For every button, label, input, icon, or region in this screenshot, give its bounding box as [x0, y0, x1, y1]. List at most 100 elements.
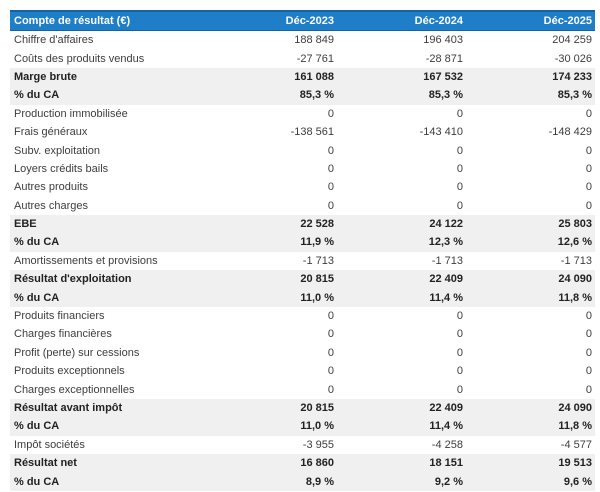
row-label: Résultat avant impôt	[10, 398, 208, 418]
table-row: Chiffre d'affaires 188 849 196 403 204 259	[10, 31, 595, 50]
cell-value: 16 860	[208, 453, 337, 473]
cell-value: 0	[456, 181, 463, 194]
cell-value: 161 088	[208, 67, 337, 87]
cell-value: 0	[585, 310, 592, 323]
cell-value: 0	[456, 346, 463, 359]
table-row: Charges exceptionnelles 0 0 0	[10, 380, 595, 398]
cell-value: 0	[456, 144, 463, 157]
table-row: Résultat net 16 860 18 151 19 513	[10, 453, 595, 473]
cell-value: -143 410	[419, 126, 463, 139]
cell-value: 0	[585, 181, 592, 194]
table-row: Produits financiers 0 0 0	[10, 307, 595, 325]
cell-value: 11,0 %	[208, 417, 337, 436]
cell-value: 0	[327, 144, 334, 157]
cell-value: 24 090	[466, 270, 595, 289]
cell-value: 0	[327, 383, 334, 396]
cell-value: 0	[456, 328, 463, 341]
cell-value: 0	[327, 310, 334, 323]
table-row: % du CA 11,0 % 11,4 % 11,8 %	[10, 288, 595, 307]
table-row: EBE 22 528 24 122 25 803	[10, 214, 595, 234]
table-row: Résultat avant impôt 20 815 22 409 24 090	[10, 398, 595, 418]
cell-value: 24 090	[466, 398, 595, 418]
cell-value: 8,9 %	[208, 472, 337, 491]
row-label: Subv. exploitation	[14, 144, 101, 157]
table-row: % du CA 8,9 % 9,2 % 9,6 %	[10, 472, 595, 491]
cell-value: -28 871	[425, 52, 463, 65]
cell-value: 18 151	[337, 453, 466, 473]
table-row: Impôt sociétés -3 955 -4 258 -4 577	[10, 436, 595, 454]
row-label: Résultat d'exploitation	[10, 270, 208, 289]
row-label: Produits exceptionnels	[14, 365, 125, 378]
cell-value: 0	[456, 365, 463, 378]
table-body: Chiffre d'affaires 188 849 196 403 204 259 C…	[10, 31, 595, 491]
cell-value: 11,8 %	[466, 417, 595, 436]
column-header-year-1: Déc-2023	[208, 10, 337, 31]
cell-value: 25 803	[466, 214, 595, 234]
cell-value: 12,6 %	[466, 233, 595, 252]
table-row: Production immobilisée 0 0 0	[10, 105, 595, 123]
cell-value: 0	[585, 383, 592, 396]
table-row: Coûts des produits vendus -27 761 -28 871 -…	[10, 49, 595, 67]
cell-value: 24 122	[337, 214, 466, 234]
cell-value: -138 561	[290, 126, 334, 139]
cell-value: -1 713	[431, 254, 463, 267]
cell-value: 22 528	[208, 214, 337, 234]
table-row: Amortissements et provisions -1 713 -1 713…	[10, 252, 595, 270]
row-label: Autres charges	[14, 199, 88, 212]
cell-value: 20 815	[208, 398, 337, 418]
cell-value: 0	[585, 144, 592, 157]
cell-value: 9,6 %	[466, 472, 595, 491]
cell-value: 0	[327, 199, 334, 212]
row-label: Profit (perte) sur cessions	[14, 346, 140, 359]
header-row: Compte de résultat (€) Déc-2023 Déc-2024…	[10, 10, 595, 31]
cell-value: 22 409	[337, 398, 466, 418]
row-label: % du CA	[10, 233, 208, 252]
table-row: Charges financières 0 0 0	[10, 325, 595, 343]
row-label: Chiffre d'affaires	[14, 34, 94, 47]
cell-value: 204 259	[552, 34, 592, 47]
cell-value: 0	[327, 365, 334, 378]
cell-value: -3 955	[302, 438, 334, 451]
row-label: Loyers crédits bails	[14, 162, 109, 175]
cell-value: 85,3 %	[208, 86, 337, 105]
row-label: Frais généraux	[14, 126, 88, 139]
cell-value: 0	[327, 328, 334, 341]
table-row: Frais généraux -138 561 -143 410 -148 429	[10, 123, 595, 141]
row-label: % du CA	[10, 417, 208, 436]
cell-value: 20 815	[208, 270, 337, 289]
cell-value: -1 713	[560, 254, 592, 267]
row-label: % du CA	[10, 472, 208, 491]
cell-value: -4 577	[560, 438, 592, 451]
cell-value: 0	[585, 199, 592, 212]
cell-value: 196 403	[423, 34, 463, 47]
column-header-year-2: Déc-2024	[337, 10, 466, 31]
cell-value: 167 532	[337, 67, 466, 87]
cell-value: 0	[456, 199, 463, 212]
cell-value: 11,9 %	[208, 233, 337, 252]
cell-value: 0	[456, 310, 463, 323]
table-row: Autres produits 0 0 0	[10, 178, 595, 196]
cell-value: -148 429	[548, 126, 592, 139]
row-label: Production immobilisée	[14, 107, 128, 120]
table-row: Loyers crédits bails 0 0 0	[10, 160, 595, 178]
table-row: Subv. exploitation 0 0 0	[10, 141, 595, 159]
cell-value: 22 409	[337, 270, 466, 289]
table-row: % du CA 85,3 % 85,3 % 85,3 %	[10, 86, 595, 105]
row-label: Produits financiers	[14, 310, 105, 323]
income-statement-table: Compte de résultat (€) Déc-2023 Déc-2024…	[10, 10, 595, 491]
table-row: Profit (perte) sur cessions 0 0 0	[10, 344, 595, 362]
table-row: % du CA 11,9 % 12,3 % 12,6 %	[10, 233, 595, 252]
row-label: % du CA	[10, 288, 208, 307]
cell-value: -1 713	[302, 254, 334, 267]
row-label: Impôt sociétés	[14, 438, 85, 451]
cell-value: 0	[585, 365, 592, 378]
row-label: % du CA	[10, 86, 208, 105]
cell-value: 0	[456, 383, 463, 396]
cell-value: 0	[327, 181, 334, 194]
cell-value: 0	[585, 162, 592, 175]
table-row: Marge brute 161 088 167 532 174 233	[10, 67, 595, 87]
table-row: % du CA 11,0 % 11,4 % 11,8 %	[10, 417, 595, 436]
cell-value: 9,2 %	[337, 472, 466, 491]
cell-value: 0	[327, 107, 334, 120]
